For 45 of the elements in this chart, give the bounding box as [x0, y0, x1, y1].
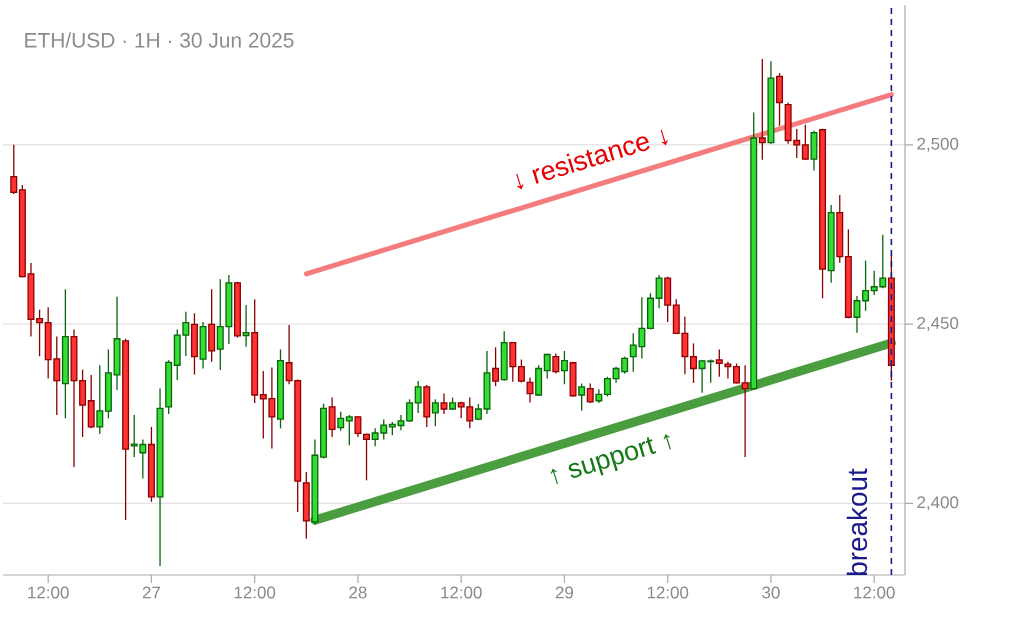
candlestick: [414, 380, 422, 414]
x-tick-label: 28: [349, 586, 367, 599]
candlestick: [354, 415, 362, 438]
candlestick: [801, 124, 809, 161]
x-tick-label: 30: [762, 586, 780, 599]
candlestick: [36, 309, 44, 357]
candlestick: [363, 433, 371, 481]
text: ETH/USD · 1H · 30 Jun 2025: [25, 32, 294, 48]
x-tick-label: 27: [142, 586, 160, 599]
candlestick: [96, 364, 104, 435]
candlestick: [337, 411, 345, 432]
candlestick: [733, 362, 740, 385]
candlestick: [715, 348, 723, 378]
y-tick-label: 2,500: [917, 137, 959, 152]
candlestick: [10, 144, 18, 195]
annotation: ↑ support ↑: [550, 434, 671, 485]
candlestick: [862, 259, 870, 312]
candlestick: [328, 396, 336, 438]
ref-line-label: breakout: [846, 468, 868, 575]
candlestick: [345, 414, 353, 446]
candlestick: [242, 304, 250, 348]
candlestick: [431, 398, 439, 427]
candlestick: [690, 342, 697, 384]
candlestick: [741, 364, 749, 458]
candlestick: [543, 353, 551, 380]
x-tick-label: 12:00: [441, 586, 482, 599]
x-tick-label: 12:00: [647, 586, 689, 599]
x-tick-label: 12:00: [28, 586, 69, 599]
candlestick: [526, 376, 534, 404]
candlestick: [655, 274, 663, 309]
candlestick: [492, 346, 500, 387]
candlestick: [853, 295, 861, 334]
candlestick: [406, 398, 414, 423]
x-tick-label: 29: [555, 586, 574, 599]
candlestick: [560, 350, 568, 385]
candlestick: [440, 392, 448, 415]
x-tick-label: 12:00: [854, 586, 895, 599]
y-tick-label: 2,450: [917, 317, 959, 332]
candlestick: [586, 382, 594, 404]
candlestick: [578, 382, 586, 412]
candlestick: [552, 352, 560, 375]
candlestick: [758, 58, 766, 161]
y-tick-label: 2,400: [917, 496, 959, 511]
x-tick-label: 12:00: [234, 586, 276, 599]
candlestick: [603, 376, 611, 398]
